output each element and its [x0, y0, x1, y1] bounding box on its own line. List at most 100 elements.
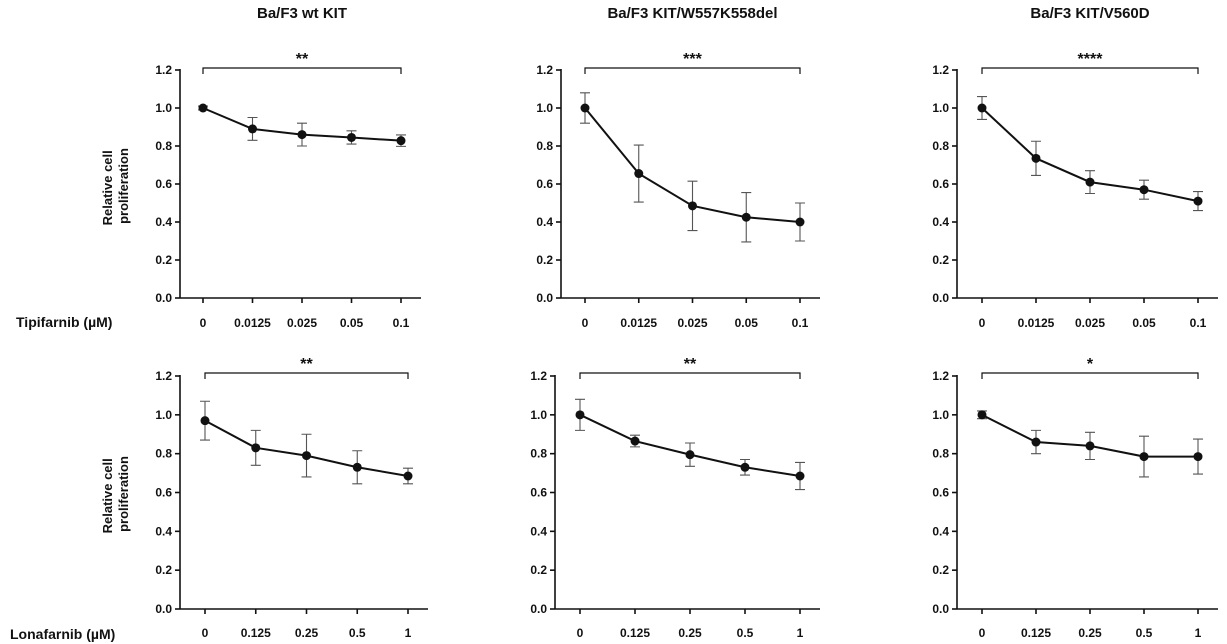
x-tick-label: 0.05	[735, 316, 759, 330]
data-point	[347, 132, 356, 142]
data-point	[1085, 177, 1095, 187]
x-tick-label: 0.0125	[1018, 316, 1055, 330]
significance-label: *	[1087, 356, 1094, 373]
x-tick-label: 0.5	[1136, 626, 1153, 640]
panel-tipifarnib-w557k558del: Ba/F3 KIT/W557K558del 0.0 0.2 0.4 0.6 0.8 1.0 1…	[536, 5, 820, 330]
data-point	[634, 169, 644, 179]
data-point	[1139, 185, 1149, 195]
x-tick-label: 1	[1195, 626, 1202, 640]
x-tick-label: 0.025	[677, 316, 707, 330]
y-tick-label: 0.8	[536, 139, 553, 153]
significance-bracket	[579, 372, 801, 379]
y-tick-label: 0.4	[155, 524, 172, 538]
row-1-xlabel: Tipifarnib (µM)	[16, 314, 112, 330]
data-point	[580, 103, 590, 113]
data-point	[198, 103, 208, 113]
y-tick-label: 0.2	[530, 563, 547, 577]
y-tick-label: 0.0	[530, 602, 547, 616]
panel-title: Ba/F3 KIT/W557K558del	[607, 5, 777, 22]
row-2-ylabel: Relative cell proliferation	[100, 455, 131, 534]
data-point	[1193, 196, 1203, 206]
data-point	[1139, 452, 1149, 462]
data-point	[251, 443, 261, 453]
y-tick-label: 0.0	[536, 291, 553, 305]
x-tick-label: 0	[202, 626, 209, 640]
significance-label: **	[684, 356, 697, 373]
y-tick-label: 0.2	[155, 253, 172, 267]
x-tick-label: 0	[200, 316, 207, 330]
y-tick-label: 0.6	[932, 177, 949, 191]
y-tick-label: 0.6	[536, 177, 553, 191]
significance-bracket	[981, 372, 1199, 379]
significance-label: ***	[683, 51, 702, 68]
y-tick-label: 0.2	[932, 563, 949, 577]
significance-bracket	[981, 67, 1199, 74]
y-tick-label: 0.0	[932, 291, 949, 305]
data-point	[575, 410, 585, 420]
data-point	[688, 201, 697, 211]
x-tick-label: 0.1	[393, 316, 410, 330]
y-tick-label: 0.2	[536, 253, 553, 267]
panel-tipifarnib-v560d: Ba/F3 KIT/V560D 0.0 0.2 0.4 0.6 0.8 1.0 1.2 0 0.0…	[932, 5, 1218, 330]
y-tick-label: 0.4	[536, 215, 553, 229]
significance-bracket	[202, 67, 402, 74]
data-point	[297, 130, 307, 140]
y-tick-label: 0.8	[932, 139, 949, 153]
row-2-ylabel-line-1: Relative cell	[100, 458, 115, 533]
x-tick-label: 0.125	[620, 626, 650, 640]
data-point	[795, 217, 805, 227]
data-point	[1193, 452, 1203, 462]
data-point	[403, 471, 413, 481]
y-tick-label: 0.8	[530, 447, 547, 461]
data-point	[200, 416, 210, 426]
x-tick-label: 0.25	[678, 626, 702, 640]
y-tick-label: 0.6	[932, 486, 949, 500]
data-point	[1085, 441, 1095, 451]
x-tick-label: 0.125	[241, 626, 271, 640]
x-tick-label: 0	[577, 626, 584, 640]
y-tick-label: 0.4	[155, 215, 172, 229]
data-point	[795, 471, 805, 481]
data-point	[977, 103, 987, 113]
significance-label: **	[300, 356, 313, 373]
y-tick-label: 1.2	[155, 63, 172, 77]
y-tick-label: 0.6	[155, 486, 172, 500]
x-tick-label: 0.1	[792, 316, 809, 330]
data-point	[396, 136, 406, 146]
data-point	[741, 212, 751, 222]
panel-title: Ba/F3 KIT/V560D	[1030, 5, 1149, 22]
data-point	[740, 462, 750, 472]
data-point	[302, 451, 311, 461]
data-point	[1031, 437, 1041, 447]
x-tick-label: 0.025	[1075, 316, 1105, 330]
y-tick-label: 0.8	[155, 447, 172, 461]
x-tick-label: 0.0125	[620, 316, 657, 330]
x-tick-label: 0.5	[737, 626, 754, 640]
y-tick-label: 0.4	[530, 524, 547, 538]
row-1-ylabel: Relative cell proliferation	[100, 147, 131, 226]
y-tick-label: 1.0	[932, 408, 949, 422]
x-tick-label: 0.125	[1021, 626, 1051, 640]
y-tick-label: 1.0	[155, 101, 172, 115]
y-tick-label: 1.0	[530, 408, 547, 422]
x-tick-label: 0.1	[1190, 316, 1207, 330]
x-tick-label: 0.05	[340, 316, 364, 330]
y-tick-label: 0.4	[932, 215, 949, 229]
data-point	[685, 450, 695, 460]
y-tick-label: 1.2	[932, 63, 949, 77]
row-1-ylabel-line-2: proliferation	[116, 148, 131, 224]
x-tick-label: 0	[979, 316, 986, 330]
data-point	[352, 462, 362, 472]
data-point	[977, 410, 987, 420]
y-tick-label: 1.0	[155, 408, 172, 422]
data-point	[1031, 153, 1041, 163]
y-tick-label: 1.2	[536, 63, 553, 77]
row-2-xlabel: Lonafarnib (µM)	[10, 626, 115, 642]
y-tick-label: 0.0	[155, 291, 172, 305]
y-tick-label: 1.0	[932, 101, 949, 115]
significance-bracket	[204, 372, 409, 379]
y-tick-label: 0.4	[932, 524, 949, 538]
y-tick-label: 0.0	[155, 602, 172, 616]
row-1-ylabel-line-1: Relative cell	[100, 150, 115, 225]
y-tick-label: 1.0	[536, 101, 553, 115]
